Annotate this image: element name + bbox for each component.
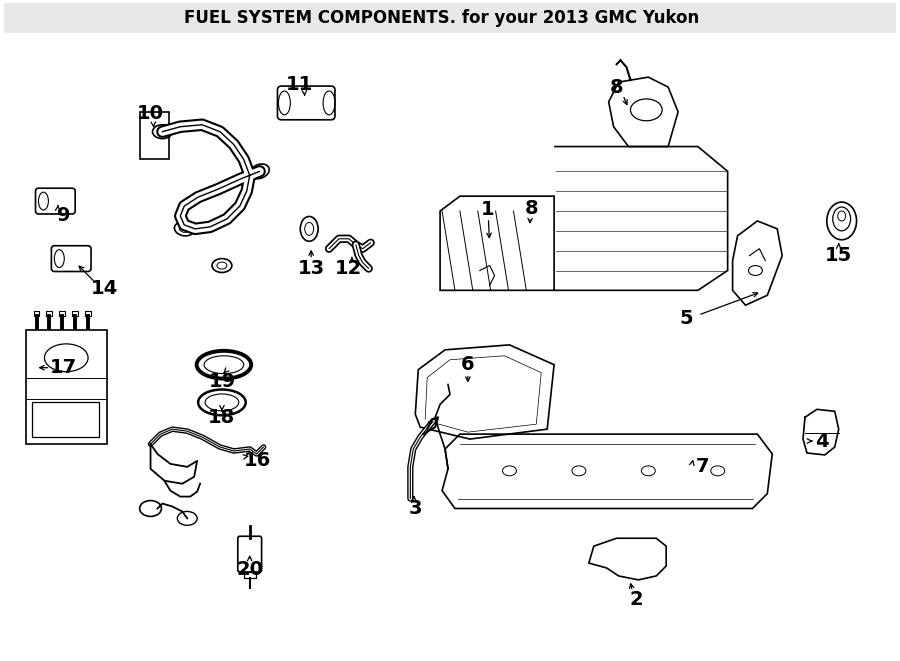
Text: 15: 15 xyxy=(825,246,852,265)
Text: 4: 4 xyxy=(815,432,829,451)
FancyBboxPatch shape xyxy=(4,3,896,32)
Text: 5: 5 xyxy=(680,309,693,328)
Text: 7: 7 xyxy=(696,457,709,477)
Text: FUEL SYSTEM COMPONENTS. for your 2013 GMC Yukon: FUEL SYSTEM COMPONENTS. for your 2013 GM… xyxy=(184,9,716,26)
Text: 17: 17 xyxy=(50,358,76,377)
Text: 18: 18 xyxy=(208,408,236,427)
Text: 2: 2 xyxy=(630,590,644,609)
Text: 12: 12 xyxy=(335,259,363,278)
Text: 9: 9 xyxy=(57,206,70,225)
Text: 16: 16 xyxy=(244,451,271,471)
Text: 14: 14 xyxy=(91,279,119,298)
Text: 19: 19 xyxy=(209,372,236,391)
Text: 10: 10 xyxy=(137,104,164,124)
Text: 11: 11 xyxy=(285,75,313,94)
Text: 20: 20 xyxy=(236,561,263,580)
Text: 8: 8 xyxy=(610,77,624,97)
Text: 6: 6 xyxy=(461,355,474,374)
Text: 13: 13 xyxy=(298,259,325,278)
Text: 1: 1 xyxy=(481,200,494,219)
Text: 8: 8 xyxy=(525,198,538,217)
Text: 3: 3 xyxy=(409,499,422,518)
